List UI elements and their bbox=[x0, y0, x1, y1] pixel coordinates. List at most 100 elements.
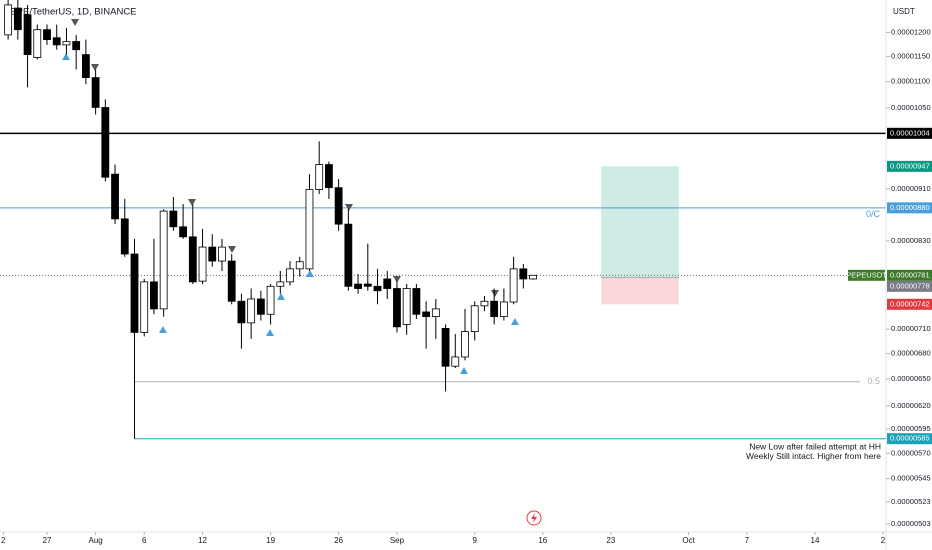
candle-body bbox=[402, 288, 411, 325]
candles bbox=[4, 0, 537, 436]
price-label: 0.00000778 bbox=[890, 281, 930, 290]
candle-body bbox=[247, 298, 256, 324]
candle-body bbox=[519, 268, 528, 280]
y-tick-label: 0.00000503 bbox=[891, 519, 931, 528]
candle-body bbox=[52, 37, 61, 46]
candle-body bbox=[286, 268, 294, 283]
candle-body bbox=[266, 285, 275, 315]
candle-body bbox=[91, 77, 100, 108]
currency-label: USDT bbox=[893, 7, 915, 16]
x-tick-label: 2 bbox=[881, 536, 886, 545]
candle-body bbox=[4, 4, 13, 36]
price-label: 0.00000880 bbox=[890, 203, 930, 212]
candle-body bbox=[363, 283, 372, 287]
candle-body bbox=[62, 41, 71, 46]
position-stop-zone bbox=[601, 277, 679, 305]
candle-body bbox=[150, 281, 158, 310]
symbol-tag-bg bbox=[848, 269, 885, 281]
x-tick-label: 6 bbox=[142, 536, 147, 545]
symbol-tag: PEPEUSDT bbox=[846, 270, 887, 279]
y-tick-label: 0.00000680 bbox=[891, 349, 931, 358]
candle-body bbox=[431, 308, 440, 318]
price-label: 0.00000585 bbox=[890, 434, 930, 443]
candle-body bbox=[295, 261, 304, 270]
level-label: 0.5 bbox=[867, 376, 880, 386]
candle-body bbox=[276, 281, 285, 287]
candle-body bbox=[188, 236, 197, 283]
down-marker bbox=[91, 64, 99, 71]
x-tick-label: 12 bbox=[198, 536, 207, 545]
candle-body bbox=[499, 301, 508, 318]
x-tick-label: 23 bbox=[606, 536, 615, 545]
x-tick-label: Aug bbox=[88, 536, 102, 545]
candle-body bbox=[227, 260, 236, 302]
candle-body bbox=[529, 274, 537, 280]
y-tick-label: 0.00000545 bbox=[891, 474, 931, 483]
y-tick-label: 0.00000620 bbox=[891, 401, 931, 410]
up-marker bbox=[266, 329, 274, 336]
down-marker bbox=[71, 19, 79, 26]
price-label-bg bbox=[887, 433, 932, 445]
candle-body bbox=[490, 300, 499, 318]
candle-body bbox=[23, 14, 32, 55]
up-marker bbox=[62, 53, 70, 60]
chart-title: PEPE/TetherUS, 1D, BINANCE bbox=[4, 7, 137, 18]
x-tick-label: 7 bbox=[745, 536, 750, 545]
price-label: 0.00000742 bbox=[890, 299, 930, 308]
price-label: 0.00000947 bbox=[890, 161, 930, 170]
candle-body bbox=[43, 29, 51, 41]
annotation: New Low after failed attempt at HH bbox=[749, 441, 881, 451]
x-tick-label: 14 bbox=[811, 536, 820, 545]
down-marker bbox=[393, 276, 401, 283]
candle-body bbox=[140, 281, 149, 333]
up-marker bbox=[306, 270, 314, 277]
candle-body bbox=[451, 356, 460, 367]
event-bolt bbox=[531, 513, 537, 523]
down-marker bbox=[228, 246, 236, 253]
price-label-bg bbox=[887, 127, 932, 139]
down-marker bbox=[491, 290, 499, 297]
level-label: 0/C bbox=[866, 209, 881, 219]
y-tick-label: 0.00000830 bbox=[891, 236, 931, 245]
price-label: 0.00000781 bbox=[890, 270, 930, 279]
candle-body bbox=[159, 210, 168, 310]
candle-body bbox=[305, 189, 314, 270]
candle-body bbox=[179, 226, 187, 238]
candle-body bbox=[325, 164, 333, 189]
candle-body bbox=[441, 328, 450, 367]
price-label-bg bbox=[887, 160, 932, 172]
candle-body bbox=[208, 246, 217, 262]
candle-body bbox=[393, 288, 401, 328]
candle-body bbox=[33, 29, 42, 58]
candle-body bbox=[101, 107, 110, 178]
price-label-bg bbox=[887, 269, 932, 281]
price-label-bg bbox=[887, 298, 932, 310]
y-tick-label: 0.00001100 bbox=[891, 77, 930, 86]
x-tick-label: 2 bbox=[1, 536, 6, 545]
up-marker bbox=[159, 326, 167, 333]
x-tick-label: Oct bbox=[682, 536, 695, 545]
candle-body bbox=[72, 41, 81, 51]
candle-body bbox=[373, 285, 382, 292]
y-tick-label: 0.00000523 bbox=[891, 497, 931, 506]
candle-body bbox=[198, 246, 207, 282]
annotation: Weekly Still intact. Higher from here bbox=[746, 451, 881, 461]
y-tick-label: 0.00001200 bbox=[891, 27, 931, 36]
x-tick-label: 16 bbox=[538, 536, 547, 545]
candle-body bbox=[120, 218, 129, 255]
y-tick-label: 0.00000570 bbox=[891, 448, 931, 457]
y-tick-label: 0.00000650 bbox=[891, 374, 931, 383]
x-tick-label: 9 bbox=[472, 536, 477, 545]
x-tick-label: 27 bbox=[43, 536, 52, 545]
down-marker bbox=[345, 204, 353, 211]
candle-body bbox=[354, 283, 362, 289]
candle-body bbox=[111, 173, 119, 220]
candle-body bbox=[315, 164, 324, 190]
candle-body bbox=[13, 7, 22, 31]
price-label-bg bbox=[887, 202, 932, 214]
candle-body bbox=[461, 331, 469, 358]
x-tick-label: 19 bbox=[266, 536, 275, 545]
up-marker bbox=[460, 367, 468, 374]
price-label: 0.00001004 bbox=[890, 128, 930, 137]
